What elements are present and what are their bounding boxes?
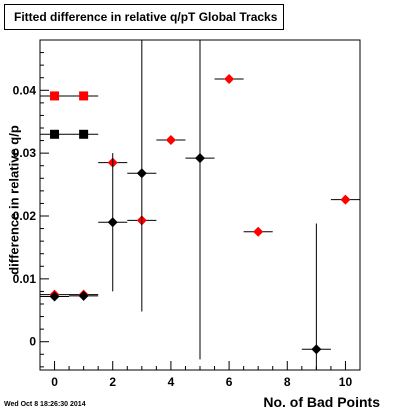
x-tick-label: 10	[339, 375, 353, 389]
data-point-diamond	[224, 73, 235, 84]
data-point-square	[50, 129, 60, 139]
x-tick-label: 0	[51, 375, 58, 389]
data-point-square	[50, 91, 60, 101]
data-point-square	[79, 91, 89, 101]
axes: 0 2 4 6 8 10 0 0.01 0.02 0.03 0.04	[13, 39, 361, 389]
y-tick-label: 0.04	[13, 83, 37, 97]
y-axis-label: difference in relative q/p	[6, 125, 22, 275]
data-point-diamond	[195, 153, 205, 164]
y-tick-label: 0.02	[13, 209, 37, 223]
chart-title: Fitted difference in relative q/pT Globa…	[4, 4, 284, 30]
y-tick-label: 0	[29, 335, 36, 349]
x-tick-label: 4	[168, 375, 175, 389]
data-point-diamond	[136, 168, 147, 179]
x-axis-label: No. of Bad Points	[263, 394, 380, 410]
y-tick-label: 0.03	[13, 146, 37, 160]
timestamp: Wed Oct 8 18:26:30 2014	[4, 401, 86, 408]
data-point-diamond	[165, 134, 176, 145]
data-point-diamond	[340, 194, 351, 205]
data-point-diamond	[311, 344, 322, 355]
chart-marks	[40, 40, 360, 370]
data-point-diamond	[253, 226, 264, 237]
data-point-diamond	[107, 217, 118, 228]
data-point-square	[79, 129, 89, 139]
x-tick-label: 8	[284, 375, 291, 389]
data-point-diamond	[78, 290, 89, 301]
x-tick-label: 2	[109, 375, 116, 389]
data-point-diamond	[49, 291, 60, 302]
x-tick-label: 6	[226, 375, 233, 389]
y-tick-label: 0.01	[13, 272, 37, 286]
